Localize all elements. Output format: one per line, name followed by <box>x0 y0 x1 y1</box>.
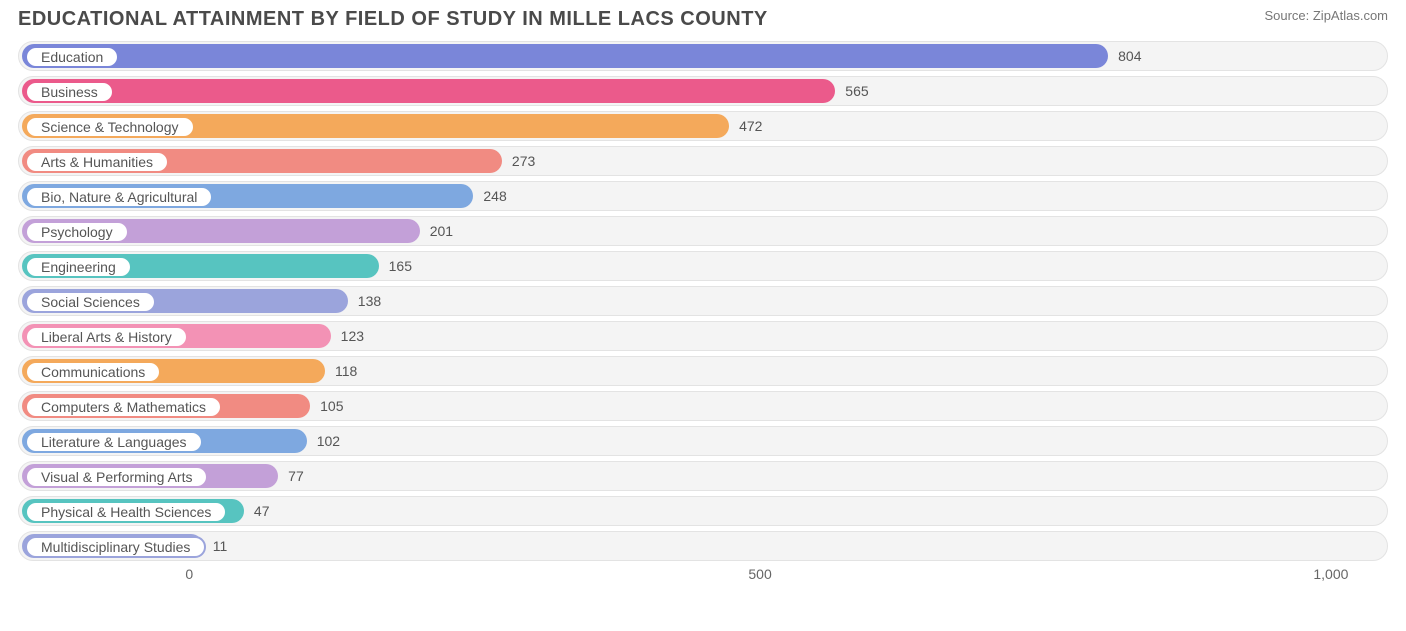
bar-track: Visual & Performing Arts 77 <box>18 461 1388 491</box>
bar-track: Engineering 165 <box>18 251 1388 281</box>
bar-value-label: 47 <box>254 497 270 525</box>
bar-value-label: 11 <box>213 532 228 560</box>
bar-row: Communications 118 <box>18 356 1388 386</box>
bar-row: Physical & Health Sciences 47 <box>18 496 1388 526</box>
bar-track: Science & Technology 472 <box>18 111 1388 141</box>
bar-row: Business 565 <box>18 76 1388 106</box>
chart-header: EDUCATIONAL ATTAINMENT BY FIELD OF STUDY… <box>0 0 1406 35</box>
bar-value-label: 102 <box>317 427 340 455</box>
chart-source: Source: ZipAtlas.com <box>1264 8 1388 23</box>
bar-category-pill: Literature & Languages <box>25 431 203 453</box>
bar-track: Business 565 <box>18 76 1388 106</box>
bar-row: Literature & Languages 102 <box>18 426 1388 456</box>
bar-track: Liberal Arts & History 123 <box>18 321 1388 351</box>
bar-category-pill: Engineering <box>25 256 132 278</box>
bar-track: Literature & Languages 102 <box>18 426 1388 456</box>
bar-value-label: 118 <box>335 357 357 385</box>
x-axis: 0 500 1,000 <box>18 566 1388 592</box>
bar-row: Liberal Arts & History 123 <box>18 321 1388 351</box>
bar-row: Science & Technology 472 <box>18 111 1388 141</box>
bar-row: Social Sciences 138 <box>18 286 1388 316</box>
x-axis-tick: 500 <box>748 566 771 582</box>
bar-value-label: 123 <box>341 322 364 350</box>
bar-value-label: 472 <box>739 112 762 140</box>
x-axis-tick: 1,000 <box>1313 566 1348 582</box>
bar-row: Multidisciplinary Studies 11 <box>18 531 1388 561</box>
bar-value-label: 77 <box>288 462 304 490</box>
bar-category-pill: Physical & Health Sciences <box>25 501 227 523</box>
bar-category-pill: Computers & Mathematics <box>25 396 222 418</box>
bar-value-label: 248 <box>483 182 506 210</box>
bar-category-pill: Multidisciplinary Studies <box>25 536 206 558</box>
bar-track: Arts & Humanities 273 <box>18 146 1388 176</box>
bar-category-pill: Social Sciences <box>25 291 156 313</box>
x-axis-tick: 0 <box>185 566 193 582</box>
bar-value-label: 565 <box>845 77 868 105</box>
bar-row: Visual & Performing Arts 77 <box>18 461 1388 491</box>
bar-row: Arts & Humanities 273 <box>18 146 1388 176</box>
bar-category-pill: Science & Technology <box>25 116 195 138</box>
bar-category-pill: Visual & Performing Arts <box>25 466 208 488</box>
bar-row: Engineering 165 <box>18 251 1388 281</box>
bar-row: Computers & Mathematics 105 <box>18 391 1388 421</box>
bar-fill <box>22 79 835 103</box>
bar-track: Computers & Mathematics 105 <box>18 391 1388 421</box>
bar-fill <box>22 44 1108 68</box>
bar-track: Physical & Health Sciences 47 <box>18 496 1388 526</box>
bar-category-pill: Business <box>25 81 114 103</box>
bar-category-pill: Education <box>25 46 119 68</box>
bar-category-pill: Arts & Humanities <box>25 151 169 173</box>
bar-value-label: 138 <box>358 287 381 315</box>
chart-area: Education 804 Business 565 Science & Technol… <box>0 35 1406 561</box>
bar-row: Education 804 <box>18 41 1388 71</box>
bar-track: Communications 118 <box>18 356 1388 386</box>
bar-row: Psychology 201 <box>18 216 1388 246</box>
bar-category-pill: Bio, Nature & Agricultural <box>25 186 213 208</box>
bar-track: Multidisciplinary Studies 11 <box>18 531 1388 561</box>
bar-value-label: 165 <box>389 252 412 280</box>
bar-value-label: 105 <box>320 392 343 420</box>
bar-value-label: 201 <box>430 217 453 245</box>
bar-value-label: 273 <box>512 147 535 175</box>
bar-category-pill: Psychology <box>25 221 129 243</box>
bar-category-pill: Liberal Arts & History <box>25 326 188 348</box>
bar-category-pill: Communications <box>25 361 161 383</box>
bar-value-label: 804 <box>1118 42 1141 70</box>
bar-track: Bio, Nature & Agricultural 248 <box>18 181 1388 211</box>
bar-track: Social Sciences 138 <box>18 286 1388 316</box>
chart-title: EDUCATIONAL ATTAINMENT BY FIELD OF STUDY… <box>18 8 768 31</box>
bar-track: Psychology 201 <box>18 216 1388 246</box>
bar-row: Bio, Nature & Agricultural 248 <box>18 181 1388 211</box>
bar-track: Education 804 <box>18 41 1388 71</box>
